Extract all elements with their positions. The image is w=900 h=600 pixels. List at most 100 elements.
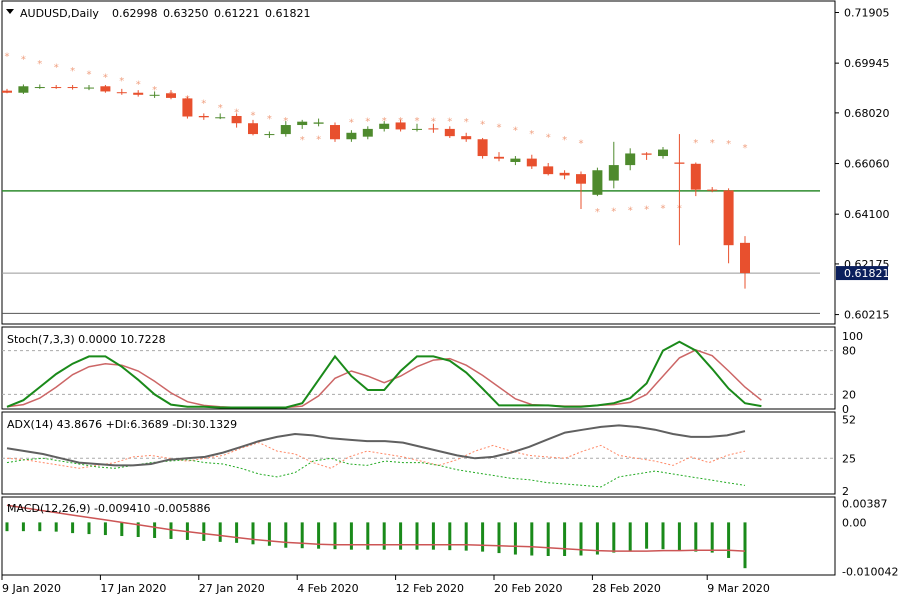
date-label-1: 17 Jan 2020 bbox=[100, 582, 166, 595]
macd-bar-27 bbox=[448, 522, 452, 551]
psar-dot-27: * bbox=[447, 117, 452, 128]
adx-tick-1: 25 bbox=[842, 452, 856, 465]
candle-body-25 bbox=[412, 128, 422, 130]
ohlc-close: 0.61821 bbox=[265, 7, 311, 20]
macd-bar-22 bbox=[366, 522, 370, 550]
candle-body-9 bbox=[149, 94, 160, 96]
psar-dot-12: * bbox=[201, 98, 206, 109]
psar-dot-45: * bbox=[743, 143, 748, 154]
dropdown-triangle-icon[interactable] bbox=[6, 9, 14, 14]
candle-body-42 bbox=[690, 163, 701, 190]
price-tick-label-2: 0.68020 bbox=[844, 107, 890, 120]
macd-bar-12 bbox=[202, 522, 206, 541]
psar-dot-1: * bbox=[21, 55, 26, 66]
minus-di-line bbox=[6, 442, 746, 469]
psar-dot-33: * bbox=[546, 133, 551, 144]
psar-dot-34: * bbox=[562, 135, 567, 146]
macd-bar-0 bbox=[5, 522, 9, 532]
macd-bar-28 bbox=[464, 522, 468, 551]
candle-body-26 bbox=[428, 128, 439, 130]
macd-bar-15 bbox=[251, 522, 255, 545]
date-label-2: 27 Jan 2020 bbox=[199, 582, 265, 595]
macd-bar-34 bbox=[563, 522, 567, 556]
date-label-3: 4 Feb 2020 bbox=[297, 582, 358, 595]
macd-bar-2 bbox=[38, 522, 42, 532]
macd-bar-44 bbox=[727, 522, 731, 558]
macd-bar-29 bbox=[481, 522, 485, 552]
psar-dot-6: * bbox=[103, 73, 108, 84]
psar-dot-0: * bbox=[5, 51, 10, 62]
candle-body-15 bbox=[248, 123, 258, 135]
psar-dot-31: * bbox=[513, 125, 518, 136]
candle-body-40 bbox=[658, 149, 668, 157]
macd-label: MACD(12,26,9) -0.009410 -0.005886 bbox=[7, 502, 210, 515]
stochastic-panel bbox=[1, 326, 836, 410]
macd-signal-line bbox=[6, 504, 746, 552]
candle-body-38 bbox=[625, 153, 636, 166]
macd-tick-1: 0.00 bbox=[842, 516, 867, 529]
ohlc-high: 0.63250 bbox=[163, 7, 209, 20]
psar-dot-8: * bbox=[136, 80, 141, 91]
candle-body-20 bbox=[330, 125, 340, 140]
macd-bar-10 bbox=[169, 522, 173, 539]
candle-body-1 bbox=[18, 86, 29, 93]
candle-body-28 bbox=[461, 136, 472, 140]
macd-bar-19 bbox=[317, 522, 321, 549]
psar-dot-2: * bbox=[37, 59, 42, 70]
macd-bar-9 bbox=[153, 522, 157, 538]
candle-body-7 bbox=[116, 92, 127, 94]
candle-body-45 bbox=[740, 242, 750, 274]
candle-body-6 bbox=[100, 86, 111, 92]
macd-bar-1 bbox=[21, 522, 25, 532]
psar-dot-3: * bbox=[54, 62, 59, 73]
macd-bar-24 bbox=[399, 522, 403, 550]
psar-dot-15: * bbox=[251, 111, 256, 122]
macd-bar-21 bbox=[349, 522, 353, 550]
candle-body-18 bbox=[297, 121, 308, 126]
current-price-label: 0.61821 bbox=[844, 267, 890, 280]
psar-dot-21: * bbox=[349, 118, 354, 129]
chart-symbol: AUDUSD,Daily bbox=[20, 7, 99, 20]
psar-dot-42: * bbox=[693, 138, 698, 149]
macd-bar-38 bbox=[628, 522, 632, 551]
psar-dot-7: * bbox=[119, 76, 124, 87]
price-panel bbox=[1, 0, 836, 325]
psar-dot-low-39: * bbox=[644, 204, 649, 215]
price-tick-label-4: 0.64100 bbox=[844, 208, 890, 221]
psar-dot-low-37: * bbox=[611, 206, 616, 217]
candle-body-31 bbox=[510, 158, 521, 162]
macd-bar-17 bbox=[284, 522, 288, 548]
candle-body-30 bbox=[494, 156, 504, 159]
macd-bar-45 bbox=[743, 522, 747, 569]
candle-body-2 bbox=[34, 87, 45, 89]
adx-panel bbox=[1, 411, 836, 495]
psar-dot-25: * bbox=[415, 116, 420, 127]
macd-bar-8 bbox=[136, 522, 140, 537]
macd-bar-23 bbox=[382, 522, 386, 550]
candle-body-44 bbox=[723, 190, 734, 246]
candle-body-11 bbox=[182, 98, 193, 117]
stoch-tick-1: 80 bbox=[842, 345, 856, 358]
candle-body-10 bbox=[166, 93, 176, 98]
adx-label: ADX(14) 43.8676 +DI:6.3689 -DI:30.1329 bbox=[7, 418, 237, 431]
macd-bar-36 bbox=[595, 522, 599, 555]
macd-bar-33 bbox=[546, 522, 550, 556]
macd-bar-4 bbox=[71, 522, 75, 534]
candle-body-23 bbox=[379, 123, 390, 129]
candle-body-37 bbox=[608, 165, 619, 181]
price-tick-label-3: 0.66060 bbox=[844, 158, 890, 171]
macd-bar-30 bbox=[497, 522, 501, 554]
macd-bar-26 bbox=[431, 522, 435, 550]
candle-body-12 bbox=[198, 115, 209, 118]
macd-bar-41 bbox=[677, 522, 681, 551]
candle-body-5 bbox=[84, 87, 94, 89]
macd-bar-5 bbox=[87, 522, 91, 535]
psar-dot-9: * bbox=[152, 85, 157, 96]
candle-body-8 bbox=[133, 92, 144, 95]
macd-bar-40 bbox=[661, 522, 665, 550]
macd-bar-16 bbox=[267, 522, 271, 546]
psar-dot-35: * bbox=[579, 138, 584, 149]
candle-body-36 bbox=[592, 170, 603, 195]
psar-dot-4: * bbox=[70, 66, 75, 77]
